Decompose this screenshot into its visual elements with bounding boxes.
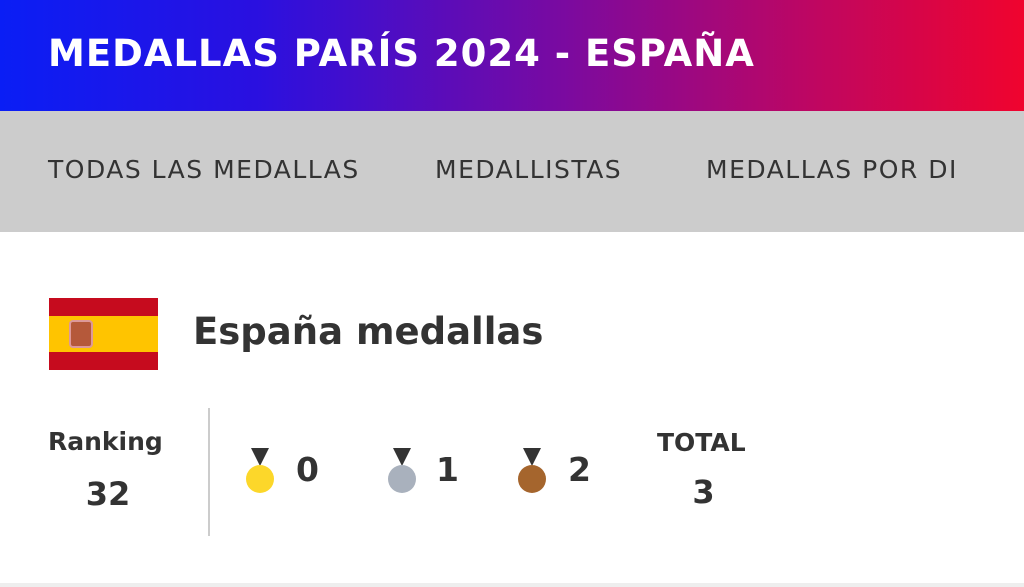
ranking-label: Ranking [48,427,163,456]
spain-flag-icon [49,298,158,370]
divider [208,408,210,536]
gold-medal-icon [246,465,274,493]
page-title: MEDALLAS PARÍS 2024 - ESPAÑA [48,32,755,75]
total-label: TOTAL [657,428,746,457]
country-title: España medallas [193,310,544,353]
header-banner: MEDALLAS PARÍS 2024 - ESPAÑA [0,0,1024,111]
bronze-medal-icon [518,465,546,493]
silver-medal-icon [388,465,416,493]
tab-todas-las-medallas[interactable]: TODAS LAS MEDALLAS [48,155,360,184]
tab-medallas-por-dia[interactable]: MEDALLAS POR DI [706,155,958,184]
tab-medallistas[interactable]: MEDALLISTAS [435,155,623,184]
ranking-value: 32 [85,475,131,513]
tab-bar: TODAS LAS MEDALLAS MEDALLISTAS MEDALLAS … [0,111,1024,232]
total-value: 3 [692,473,715,511]
bottom-divider [0,583,1024,587]
